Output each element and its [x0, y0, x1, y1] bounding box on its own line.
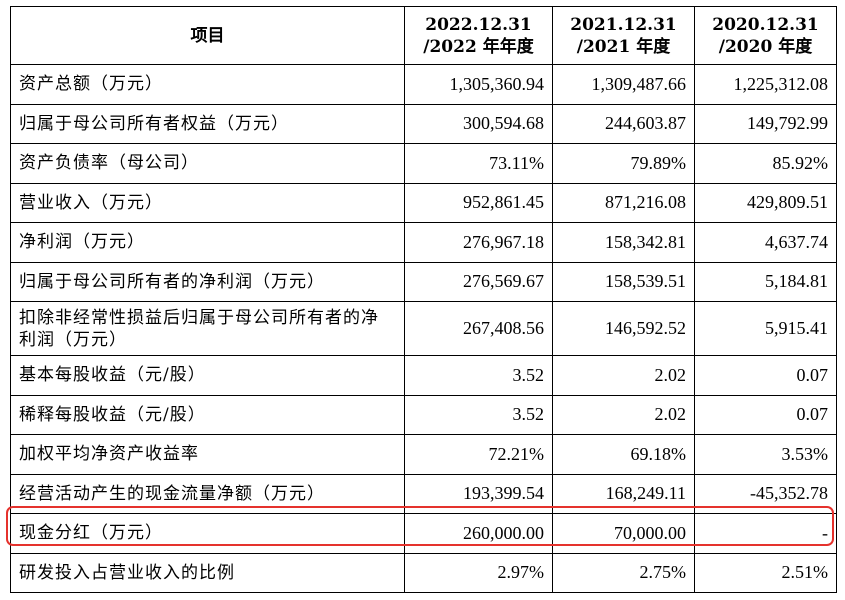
value-2020: -45,352.78 [694, 473, 837, 514]
value-2020: 2.51% [694, 552, 837, 593]
value-2021: 158,342.81 [552, 222, 695, 263]
value-2021: 2.02 [552, 355, 695, 396]
value-2022: 276,967.18 [404, 222, 553, 263]
value-2022: 73.11% [404, 143, 553, 184]
table-row: 加权平均净资产收益率 72.21% 69.18% 3.53% [10, 434, 837, 475]
table-row: 资产负债率（母公司） 73.11% 79.89% 85.92% [10, 143, 837, 184]
table-row: 净利润（万元） 276,967.18 158,342.81 4,637.74 [10, 222, 837, 263]
table-row: 归属于母公司所有者的净利润（万元） 276,569.67 158,539.51 … [10, 261, 837, 302]
header-item: 项目 [10, 6, 405, 65]
row-label: 现金分红（万元） [10, 513, 405, 554]
value-2022: 260,000.00 [404, 513, 553, 554]
financial-table: 项目 2022.12.31 /2022 年年度 2021.12.31 /2021… [10, 6, 837, 593]
table-row: 营业收入（万元） 952,861.45 871,216.08 429,809.5… [10, 182, 837, 223]
header-row: 项目 2022.12.31 /2022 年年度 2021.12.31 /2021… [10, 6, 837, 65]
row-label: 资产总额（万元） [10, 64, 405, 105]
value-2022: 3.52 [404, 394, 553, 435]
header-2020-period: /2020 年度 [718, 36, 813, 57]
value-2020: 85.92% [694, 143, 837, 184]
value-2021: 79.89% [552, 143, 695, 184]
value-2022: 2.97% [404, 552, 553, 593]
header-2020-date: 2020.12.31 [712, 14, 819, 35]
header-2022: 2022.12.31 /2022 年年度 [404, 6, 553, 65]
value-2021: 69.18% [552, 434, 695, 475]
value-2021: 244,603.87 [552, 103, 695, 144]
table-body: 资产总额（万元） 1,305,360.94 1,309,487.66 1,225… [10, 64, 837, 593]
value-2020: 1,225,312.08 [694, 64, 837, 105]
value-2021: 158,539.51 [552, 261, 695, 302]
value-2020: 0.07 [694, 394, 837, 435]
value-2021: 871,216.08 [552, 182, 695, 223]
value-2022: 276,569.67 [404, 261, 553, 302]
value-2021: 2.02 [552, 394, 695, 435]
row-label: 稀释每股收益（元/股） [10, 394, 405, 435]
table-header: 项目 2022.12.31 /2022 年年度 2021.12.31 /2021… [10, 6, 837, 65]
row-label: 基本每股收益（元/股） [10, 355, 405, 396]
table-row: 稀释每股收益（元/股） 3.52 2.02 0.07 [10, 394, 837, 435]
row-label: 扣除非经常性损益后归属于母公司所有者的净利润（万元） [10, 301, 405, 356]
row-label: 加权平均净资产收益率 [10, 434, 405, 475]
value-2020: 5,915.41 [694, 301, 837, 356]
table-row: 研发投入占营业收入的比例 2.97% 2.75% 2.51% [10, 552, 837, 593]
header-2022-period: /2022 年年度 [423, 36, 534, 57]
value-2021: 1,309,487.66 [552, 64, 695, 105]
value-2020: 0.07 [694, 355, 837, 396]
row-label: 经营活动产生的现金流量净额（万元） [10, 473, 405, 514]
value-2022: 3.52 [404, 355, 553, 396]
header-2021: 2021.12.31 /2021 年度 [552, 6, 695, 65]
table-row: 基本每股收益（元/股） 3.52 2.02 0.07 [10, 355, 837, 396]
value-2021: 168,249.11 [552, 473, 695, 514]
value-2021: 2.75% [552, 552, 695, 593]
value-2021: 146,592.52 [552, 301, 695, 356]
value-2020: 3.53% [694, 434, 837, 475]
value-2022: 193,399.54 [404, 473, 553, 514]
value-2022: 72.21% [404, 434, 553, 475]
row-label: 研发投入占营业收入的比例 [10, 552, 405, 593]
value-2022: 300,594.68 [404, 103, 553, 144]
row-label: 资产负债率（母公司） [10, 143, 405, 184]
value-2022: 1,305,360.94 [404, 64, 553, 105]
value-2021: 70,000.00 [552, 513, 695, 554]
value-2020: 5,184.81 [694, 261, 837, 302]
header-item-label: 项目 [190, 25, 225, 46]
value-2020: 429,809.51 [694, 182, 837, 223]
value-2022: 267,408.56 [404, 301, 553, 356]
value-2020: - [694, 513, 837, 554]
header-2021-date: 2021.12.31 [570, 14, 677, 35]
header-2022-date: 2022.12.31 [425, 14, 532, 35]
table-row: 扣除非经常性损益后归属于母公司所有者的净利润（万元） 267,408.56 14… [10, 301, 837, 356]
row-label: 归属于母公司所有者权益（万元） [10, 103, 405, 144]
table-row: 资产总额（万元） 1,305,360.94 1,309,487.66 1,225… [10, 64, 837, 105]
header-2021-period: /2021 年度 [576, 36, 671, 57]
table-row-highlighted: 现金分红（万元） 260,000.00 70,000.00 - [10, 513, 837, 554]
row-label: 归属于母公司所有者的净利润（万元） [10, 261, 405, 302]
value-2022: 952,861.45 [404, 182, 553, 223]
header-2020: 2020.12.31 /2020 年度 [694, 6, 837, 65]
table-row: 归属于母公司所有者权益（万元） 300,594.68 244,603.87 14… [10, 103, 837, 144]
row-label: 净利润（万元） [10, 222, 405, 263]
value-2020: 149,792.99 [694, 103, 837, 144]
row-label: 营业收入（万元） [10, 182, 405, 223]
value-2020: 4,637.74 [694, 222, 837, 263]
table-row: 经营活动产生的现金流量净额（万元） 193,399.54 168,249.11 … [10, 473, 837, 514]
